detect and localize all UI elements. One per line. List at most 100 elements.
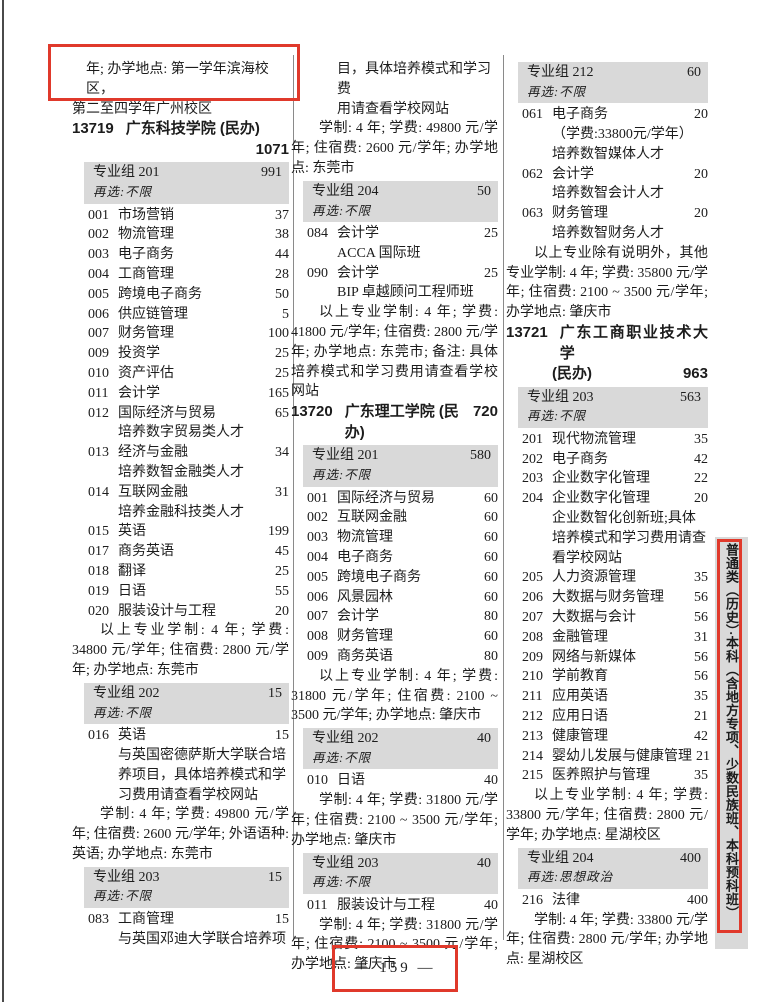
group-title-line: 专业组 201 991 (93, 163, 282, 183)
major-code: 010 (88, 366, 109, 382)
major-name: 财务管理 (337, 629, 393, 645)
major-plan-count: 56 (694, 669, 708, 685)
major-code: 001 (88, 207, 109, 223)
fee-note-paragraph: 以上专业学制: 4 年; 学费: 41800 元/学年; 住宿费: 2800 元… (291, 305, 498, 400)
school-header: 13719 广东科技学院 (民办) 1071 (72, 119, 289, 160)
major-plan-count: 20 (694, 206, 708, 222)
major-plan-count: 42 (694, 728, 708, 744)
major-code: 201 (522, 431, 543, 447)
major-plan-count: 56 (694, 590, 708, 606)
category-tab-label: 普通类（历史）·本科（含地方专项、少数民族班、本科预科班） (724, 543, 739, 920)
group-plan-count: 400 (680, 850, 701, 866)
major-code: 008 (307, 629, 328, 645)
major-note: 培养数智会计人才 (552, 186, 664, 202)
group-plan-count: 50 (477, 183, 491, 199)
major-name: 大数据与会计 (552, 610, 636, 626)
major-plan-count: 31 (694, 629, 708, 645)
major-plan-count: 44 (275, 247, 289, 263)
major-group-header: 专业组 201 991 再选:不限 (84, 162, 289, 204)
major-name: 商务英语 (337, 648, 393, 664)
major-name: 大数据与财务管理 (552, 590, 664, 606)
major-note: 与英国密德萨斯大学联合培养项目，具体培养模式和学习费用请查看学校网站 (118, 747, 286, 803)
major-row: 006 供应链管理 5 (72, 305, 289, 325)
continuation-note: 目，具体培养模式和学习费 用请查看学校网站 (291, 60, 498, 119)
fee-note-paragraph: 学制: 4 年; 学费: 49800 元/学年; 住宿费: 2600 元/学年;… (72, 807, 289, 862)
major-code: 207 (522, 610, 543, 626)
major-row: 012 国际经济与贸易 65 (72, 404, 289, 424)
major-code: 020 (88, 603, 109, 619)
major-row: 063 财务管理 20 (506, 204, 708, 224)
group-plan-count: 15 (268, 685, 282, 701)
major-row: 212 应用日语 21 (506, 707, 708, 727)
major-plan-count: 21 (696, 748, 710, 764)
major-row: 005 跨境电子商务 50 (72, 285, 289, 305)
major-plan-count: 20 (694, 107, 708, 123)
major-code: 208 (522, 629, 543, 645)
school-name: 广东理工学院 (民办) (344, 403, 459, 441)
fee-note-paragraph: 以上专业学制: 4 年; 学费: 34800 元/学年; 住宿费: 2800 元… (72, 623, 289, 679)
major-note: 企业数智化创新班;具体培养模式和学习费用请查看学校网站 (552, 511, 706, 566)
group-reselect-requirement: 再选:不限 (93, 705, 153, 720)
major-plan-count: 25 (275, 564, 289, 580)
continuation-line: 用请查看学校网站 (337, 101, 449, 117)
group-title-line: 专业组 202 40 (312, 729, 491, 749)
major-plan-count: 80 (484, 648, 498, 664)
major-code: 212 (522, 709, 543, 725)
major-row: 209 网络与新媒体 56 (506, 648, 708, 668)
major-code: 006 (88, 306, 109, 322)
major-code: 007 (307, 609, 328, 625)
group-title-line: 专业组 202 15 (93, 684, 282, 704)
major-code: 011 (307, 897, 328, 913)
group-label: 专业组 202 (312, 731, 379, 747)
major-row: 062 会计学 20 (506, 165, 708, 185)
column-separator (293, 55, 294, 940)
major-plan-count: 100 (268, 326, 289, 342)
major-plan-count: 45 (275, 544, 289, 560)
major-row: 202 电子商务 42 (506, 450, 708, 470)
major-code: 003 (307, 530, 328, 546)
group-title-line: 专业组 204 400 (527, 849, 701, 869)
major-plan-count: 60 (484, 569, 498, 585)
group-reselect-requirement: 再选:不限 (312, 203, 372, 218)
major-plan-count: 25 (484, 226, 498, 242)
major-name: 工商管理 (118, 267, 174, 283)
major-plan-count: 42 (694, 451, 708, 467)
major-code: 206 (522, 590, 543, 606)
major-code: 090 (307, 265, 328, 281)
major-row: 011 服装设计与工程 40 (291, 896, 498, 916)
major-code: 002 (307, 510, 328, 526)
major-name: 会计学 (337, 226, 379, 242)
fee-note-paragraph: 学制: 4 年; 学费: 33800 元/学年; 住宿费: 2800 元/学年;… (506, 912, 708, 968)
major-code: 084 (307, 226, 328, 242)
major-plan-count: 31 (275, 484, 289, 500)
major-row: 008 财务管理 60 (291, 627, 498, 647)
school-header: 13721 广东工商职业技术大学 (民办) 963 (506, 323, 708, 385)
major-group-header: 专业组 203 563 再选:不限 (518, 386, 708, 428)
major-name: 英语 (118, 728, 146, 744)
major-group-header: 专业组 203 40 再选:不限 (303, 852, 498, 894)
major-row: 207 大数据与会计 56 (506, 608, 708, 628)
major-code: 205 (522, 570, 543, 586)
major-code: 216 (522, 892, 543, 908)
major-row: 017 商务英语 45 (72, 542, 289, 562)
major-group-header: 专业组 203 15 再选:不限 (84, 866, 289, 908)
group-label: 专业组 203 (527, 389, 594, 405)
continuation-line: 年; 办学地点: 第一学年滨海校区， (86, 62, 269, 97)
major-name: 现代物流管理 (552, 431, 636, 447)
major-row: 005 跨境电子商务 60 (291, 568, 498, 588)
major-name: 日语 (337, 773, 365, 789)
major-note: 与英国邓迪大学联合培养项 (118, 931, 286, 947)
major-code: 009 (88, 346, 109, 362)
major-row: 010 日语 40 (291, 771, 498, 791)
school-header: 13720 广东理工学院 (民办) 720 (291, 402, 498, 443)
major-plan-count: 25 (275, 346, 289, 362)
major-name: 风景园林 (337, 589, 393, 605)
group-plan-count: 60 (687, 65, 701, 80)
major-code: 211 (522, 689, 543, 705)
major-code: 203 (522, 471, 543, 487)
major-row: 020 服装设计与工程 20 (72, 602, 289, 622)
major-plan-count: 35 (694, 689, 708, 705)
school-title-line: 13719 广东科技学院 (民办) (72, 119, 289, 140)
major-code: 018 (88, 564, 109, 580)
group-title-line: 专业组 203 15 (93, 868, 282, 888)
